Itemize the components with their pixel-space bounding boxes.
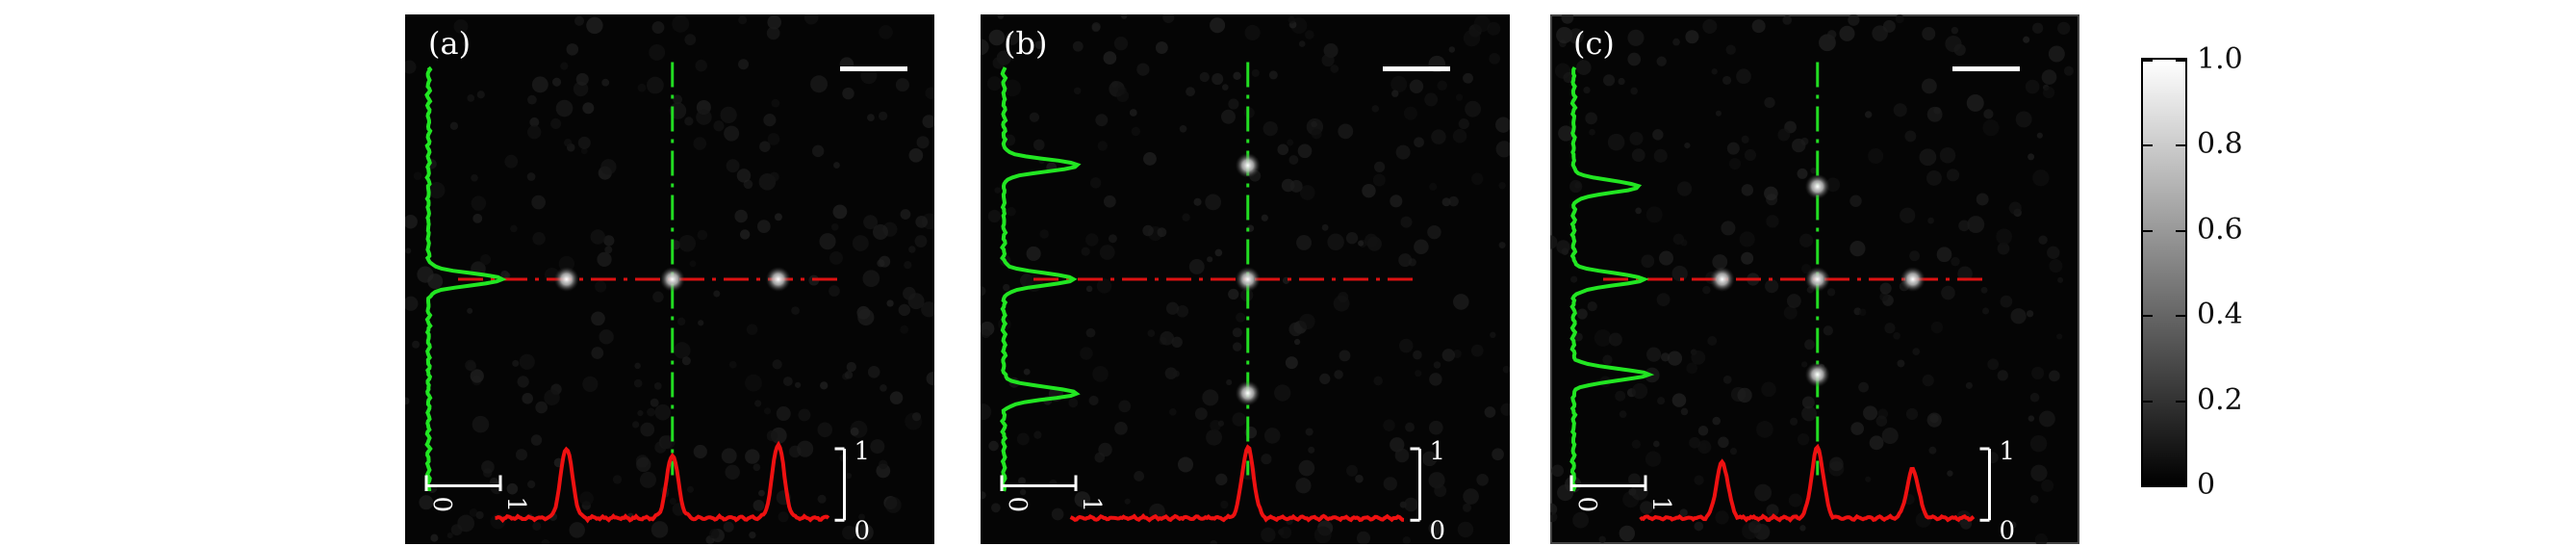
axis-tick-label: 1 [2000, 437, 2016, 466]
colorbar-tick-label: 0 [2197, 468, 2216, 502]
colorbar-tick [2176, 315, 2185, 318]
colorbar-tick [2143, 485, 2153, 487]
horizontal-profile-curve [495, 440, 830, 524]
focal-spot [1709, 267, 1735, 292]
axis-tick-label: 0 [1003, 497, 1032, 513]
colorbar-gradient [2141, 58, 2187, 487]
colorbar-tick [2143, 60, 2153, 62]
speckle-background [405, 14, 934, 544]
colorbar-tick [2143, 229, 2153, 232]
panel-label: (b) [1004, 25, 1048, 62]
axis-tick-label: 1 [1430, 437, 1446, 466]
focal-spot [553, 267, 579, 292]
horizontal-profile-axis: 10 [834, 437, 871, 545]
colorbar-tick [2176, 400, 2185, 403]
scale-bar [1952, 66, 2020, 71]
colorbar-tick [2143, 315, 2153, 318]
axis-tick-label: 0 [1572, 497, 1601, 513]
axis-tick-label: 0 [2000, 517, 2016, 545]
colorbar-tick-label: 0.2 [2197, 382, 2243, 417]
axis-tick-label: 0 [854, 517, 871, 545]
focal-spot [1900, 267, 1926, 292]
axis-tick-label: 1 [1077, 497, 1106, 513]
colorbar-tick-label: 0.6 [2197, 212, 2243, 247]
colorbar-tick-label: 1.0 [2197, 42, 2243, 76]
axis-tick-label: 0 [1430, 517, 1446, 545]
speckle-background [981, 14, 1510, 544]
vertical-profile-curve [1569, 65, 1655, 492]
axis-tick-label: 1 [1646, 497, 1675, 513]
scale-bar [840, 66, 907, 71]
horizontal-profile-curve [1639, 443, 1976, 523]
focal-spot [765, 267, 791, 292]
speckle-background [1550, 14, 2074, 544]
colorbar-tick-label: 0.4 [2197, 298, 2243, 332]
axis-tick-label: 1 [501, 497, 530, 513]
colorbar-tick [2143, 400, 2153, 403]
colorbar-tick [2176, 229, 2185, 232]
panel-plot: 0 110 [981, 14, 1510, 544]
focal-spot [1235, 152, 1261, 178]
colorbar-tick [2176, 60, 2185, 62]
axis-tick-label: 1 [854, 437, 871, 466]
horizontal-profile-axis: 10 [1410, 437, 1446, 545]
focal-spot [1235, 380, 1261, 406]
axis-tick-label: 0 [427, 497, 456, 513]
panel-plot: 0 110 [1550, 14, 2074, 545]
colorbar-tick [2176, 485, 2185, 487]
panel-plot: 0 110 [405, 14, 934, 544]
vertical-profile-curve [1000, 66, 1082, 492]
focal-spot [1235, 267, 1261, 292]
colorbar-tick [2143, 144, 2153, 147]
focal-spot [659, 267, 685, 292]
horizontal-profile-curve [1069, 444, 1405, 523]
horizontal-profile-axis: 10 [1979, 437, 2016, 545]
vertical-profile-curve [424, 65, 507, 491]
focal-spot [1804, 267, 1830, 292]
colorbar-tick [2176, 144, 2185, 147]
focal-spot [1804, 362, 1830, 387]
panel-label: (c) [1573, 25, 1615, 62]
panel-label: (a) [428, 25, 472, 62]
colorbar-tick-label: 0.8 [2197, 127, 2243, 162]
focal-spot [1804, 173, 1830, 199]
scale-bar [1383, 66, 1450, 71]
